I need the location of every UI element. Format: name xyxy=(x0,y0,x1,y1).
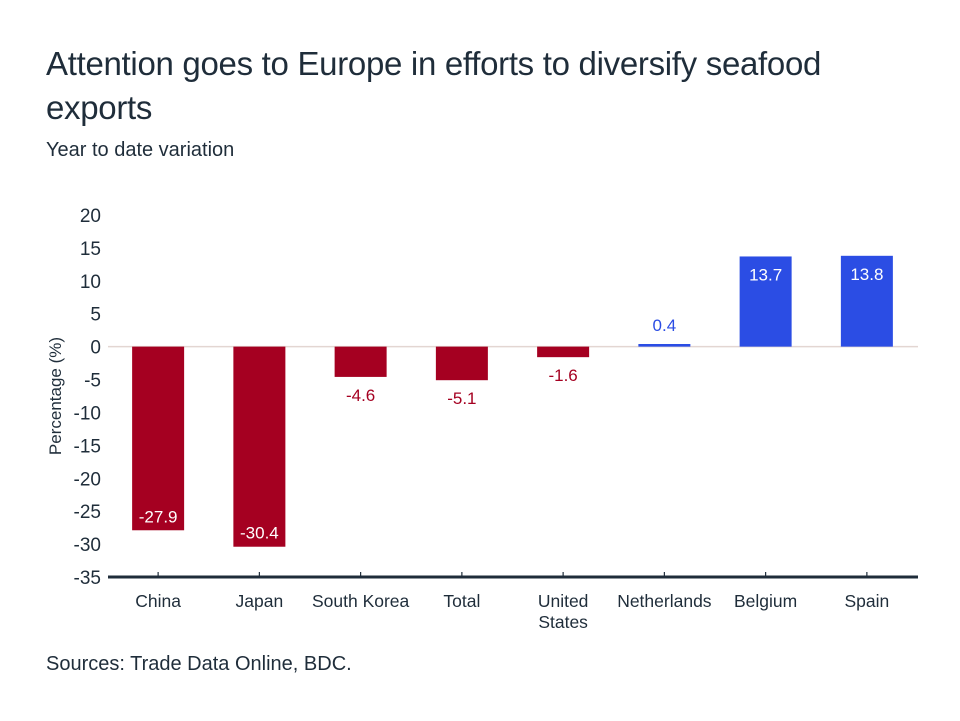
bar xyxy=(334,346,387,377)
value-labels: -27.9 -30.4 -4.6 -5.1 -1.6 0.4 13.7 13.8 xyxy=(139,265,884,543)
bar xyxy=(840,255,893,347)
source-note: Sources: Trade Data Online, BDC. xyxy=(46,653,352,675)
y-tick-label: 15 xyxy=(80,239,101,260)
y-tick-label: -30 xyxy=(74,535,101,556)
y-tick-label: 20 xyxy=(80,206,101,227)
data-label: -5.1 xyxy=(447,389,476,408)
bars xyxy=(132,255,893,547)
y-tick-label: -15 xyxy=(74,436,101,457)
chart-title: Attention goes to Europe in efforts to d… xyxy=(46,45,822,126)
x-tick-label: Netherlands xyxy=(617,591,712,611)
bar xyxy=(537,346,590,358)
y-tick-label: 5 xyxy=(90,305,101,326)
y-tick-label: -20 xyxy=(74,469,101,490)
x-tick-label: Spain xyxy=(844,591,889,611)
x-axis-ticks xyxy=(157,572,868,577)
data-label: -27.9 xyxy=(139,507,178,526)
y-tick-label: -25 xyxy=(74,502,101,523)
chart-subtitle: Year to date variation xyxy=(46,139,235,161)
x-tick-label: Total xyxy=(443,591,480,611)
category-labels: China Japan South Korea Total United States Ne… xyxy=(135,591,889,632)
x-tick-label: China xyxy=(135,591,181,611)
bar xyxy=(132,346,185,531)
data-label: 13.7 xyxy=(749,265,782,284)
y-tick-label: 0 xyxy=(90,338,101,359)
bar xyxy=(233,346,286,547)
bar xyxy=(638,344,691,347)
data-label: -1.6 xyxy=(548,366,577,385)
x-tick-label: Japan xyxy=(236,591,284,611)
y-axis-title: Percentage (%) xyxy=(46,337,65,455)
y-tick-label: -10 xyxy=(74,403,101,424)
bar xyxy=(435,346,488,381)
data-label: 13.8 xyxy=(850,265,883,284)
x-tick-label: United States xyxy=(538,591,589,632)
x-tick-label: South Korea xyxy=(312,591,410,611)
y-axis-ticks: 20 15 10 5 0 -5 -10 -15 -20 -25 -30 -35 xyxy=(74,206,101,589)
bar xyxy=(739,256,792,347)
data-label: 0.4 xyxy=(653,316,677,335)
y-tick-label: -35 xyxy=(74,568,101,589)
y-tick-label: 10 xyxy=(80,272,101,293)
x-tick-label: Belgium xyxy=(734,591,797,611)
data-label: -4.6 xyxy=(346,386,375,405)
data-label: -30.4 xyxy=(240,524,279,543)
y-tick-label: -5 xyxy=(84,371,101,392)
